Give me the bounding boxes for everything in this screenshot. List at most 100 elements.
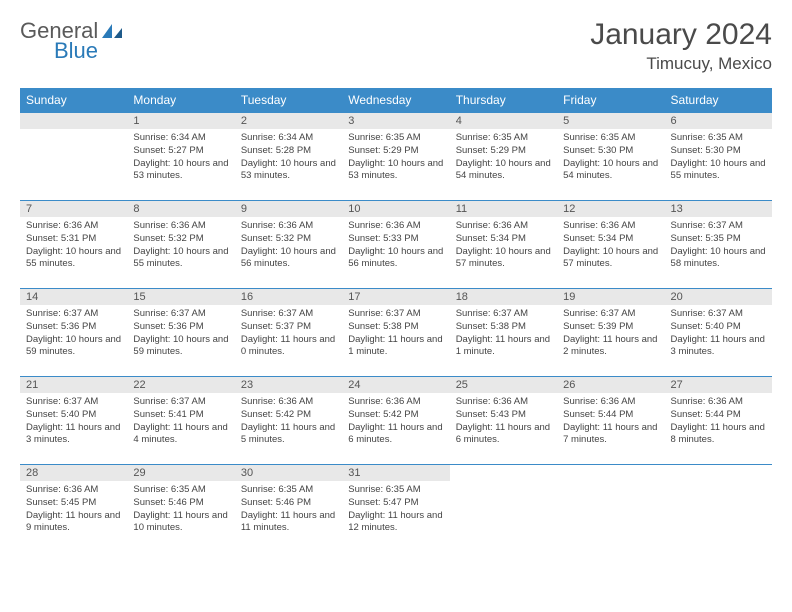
- day-body: Sunrise: 6:37 AMSunset: 5:37 PMDaylight:…: [235, 305, 342, 365]
- day-number: 16: [235, 289, 342, 305]
- day-number: 23: [235, 377, 342, 393]
- day-number: 18: [450, 289, 557, 305]
- day-body: Sunrise: 6:34 AMSunset: 5:27 PMDaylight:…: [127, 129, 234, 189]
- calendar-cell: 22Sunrise: 6:37 AMSunset: 5:41 PMDayligh…: [127, 377, 234, 465]
- calendar-cell: 15Sunrise: 6:37 AMSunset: 5:36 PMDayligh…: [127, 289, 234, 377]
- day-body: Sunrise: 6:36 AMSunset: 5:31 PMDaylight:…: [20, 217, 127, 277]
- day-number: 31: [342, 465, 449, 481]
- day-number: 27: [665, 377, 772, 393]
- calendar-row: 14Sunrise: 6:37 AMSunset: 5:36 PMDayligh…: [20, 289, 772, 377]
- day-number: 29: [127, 465, 234, 481]
- day-header: Thursday: [450, 88, 557, 113]
- day-body: Sunrise: 6:35 AMSunset: 5:30 PMDaylight:…: [665, 129, 772, 189]
- day-body: Sunrise: 6:36 AMSunset: 5:44 PMDaylight:…: [665, 393, 772, 453]
- calendar-row: 21Sunrise: 6:37 AMSunset: 5:40 PMDayligh…: [20, 377, 772, 465]
- day-body: Sunrise: 6:37 AMSunset: 5:38 PMDaylight:…: [342, 305, 449, 365]
- logo-text-blue: Blue: [54, 38, 124, 64]
- day-body: Sunrise: 6:37 AMSunset: 5:38 PMDaylight:…: [450, 305, 557, 365]
- calendar-cell: [557, 465, 664, 553]
- calendar-cell: 19Sunrise: 6:37 AMSunset: 5:39 PMDayligh…: [557, 289, 664, 377]
- day-of-week-row: SundayMondayTuesdayWednesdayThursdayFrid…: [20, 88, 772, 113]
- day-body: Sunrise: 6:36 AMSunset: 5:42 PMDaylight:…: [342, 393, 449, 453]
- day-number: 2: [235, 113, 342, 129]
- day-body: Sunrise: 6:35 AMSunset: 5:29 PMDaylight:…: [450, 129, 557, 189]
- day-body: Sunrise: 6:35 AMSunset: 5:46 PMDaylight:…: [127, 481, 234, 541]
- calendar-row: 28Sunrise: 6:36 AMSunset: 5:45 PMDayligh…: [20, 465, 772, 553]
- calendar-cell: 31Sunrise: 6:35 AMSunset: 5:47 PMDayligh…: [342, 465, 449, 553]
- calendar-body: 1Sunrise: 6:34 AMSunset: 5:27 PMDaylight…: [20, 113, 772, 553]
- day-body: Sunrise: 6:36 AMSunset: 5:34 PMDaylight:…: [557, 217, 664, 277]
- calendar-cell: [450, 465, 557, 553]
- calendar-table: SundayMondayTuesdayWednesdayThursdayFrid…: [20, 88, 772, 553]
- day-body: Sunrise: 6:37 AMSunset: 5:40 PMDaylight:…: [20, 393, 127, 453]
- location: Timucuy, Mexico: [590, 54, 772, 74]
- day-number: 15: [127, 289, 234, 305]
- day-body: Sunrise: 6:36 AMSunset: 5:34 PMDaylight:…: [450, 217, 557, 277]
- day-number: 9: [235, 201, 342, 217]
- calendar-cell: 17Sunrise: 6:37 AMSunset: 5:38 PMDayligh…: [342, 289, 449, 377]
- day-body: Sunrise: 6:36 AMSunset: 5:32 PMDaylight:…: [235, 217, 342, 277]
- day-body: Sunrise: 6:35 AMSunset: 5:29 PMDaylight:…: [342, 129, 449, 189]
- calendar-cell: 24Sunrise: 6:36 AMSunset: 5:42 PMDayligh…: [342, 377, 449, 465]
- day-body: Sunrise: 6:36 AMSunset: 5:32 PMDaylight:…: [127, 217, 234, 277]
- calendar-cell: 18Sunrise: 6:37 AMSunset: 5:38 PMDayligh…: [450, 289, 557, 377]
- day-number: 21: [20, 377, 127, 393]
- calendar-cell: 29Sunrise: 6:35 AMSunset: 5:46 PMDayligh…: [127, 465, 234, 553]
- day-number: 22: [127, 377, 234, 393]
- day-body: Sunrise: 6:36 AMSunset: 5:33 PMDaylight:…: [342, 217, 449, 277]
- day-header: Saturday: [665, 88, 772, 113]
- day-number: 6: [665, 113, 772, 129]
- calendar-cell: 1Sunrise: 6:34 AMSunset: 5:27 PMDaylight…: [127, 113, 234, 201]
- day-number: 28: [20, 465, 127, 481]
- title-block: January 2024 Timucuy, Mexico: [590, 18, 772, 74]
- day-body: Sunrise: 6:36 AMSunset: 5:43 PMDaylight:…: [450, 393, 557, 453]
- day-body: Sunrise: 6:36 AMSunset: 5:45 PMDaylight:…: [20, 481, 127, 541]
- calendar-cell: 14Sunrise: 6:37 AMSunset: 5:36 PMDayligh…: [20, 289, 127, 377]
- day-header: Sunday: [20, 88, 127, 113]
- day-body: Sunrise: 6:37 AMSunset: 5:36 PMDaylight:…: [127, 305, 234, 365]
- calendar-cell: 10Sunrise: 6:36 AMSunset: 5:33 PMDayligh…: [342, 201, 449, 289]
- day-body: Sunrise: 6:35 AMSunset: 5:46 PMDaylight:…: [235, 481, 342, 541]
- day-body: Sunrise: 6:37 AMSunset: 5:35 PMDaylight:…: [665, 217, 772, 277]
- day-number: 14: [20, 289, 127, 305]
- day-body: Sunrise: 6:36 AMSunset: 5:44 PMDaylight:…: [557, 393, 664, 453]
- month-title: January 2024: [590, 18, 772, 52]
- day-number: 20: [665, 289, 772, 305]
- calendar-row: 7Sunrise: 6:36 AMSunset: 5:31 PMDaylight…: [20, 201, 772, 289]
- day-number: 26: [557, 377, 664, 393]
- calendar-cell: [20, 113, 127, 201]
- day-header: Wednesday: [342, 88, 449, 113]
- calendar-cell: 16Sunrise: 6:37 AMSunset: 5:37 PMDayligh…: [235, 289, 342, 377]
- calendar-cell: 9Sunrise: 6:36 AMSunset: 5:32 PMDaylight…: [235, 201, 342, 289]
- day-body: Sunrise: 6:37 AMSunset: 5:40 PMDaylight:…: [665, 305, 772, 365]
- day-number: 1: [127, 113, 234, 129]
- logo: GeneralBlue: [20, 18, 124, 64]
- calendar-cell: 21Sunrise: 6:37 AMSunset: 5:40 PMDayligh…: [20, 377, 127, 465]
- day-number: 10: [342, 201, 449, 217]
- calendar-cell: 3Sunrise: 6:35 AMSunset: 5:29 PMDaylight…: [342, 113, 449, 201]
- day-number: 13: [665, 201, 772, 217]
- day-number: 5: [557, 113, 664, 129]
- day-number: 19: [557, 289, 664, 305]
- day-number: 4: [450, 113, 557, 129]
- calendar-cell: 11Sunrise: 6:36 AMSunset: 5:34 PMDayligh…: [450, 201, 557, 289]
- day-body: Sunrise: 6:37 AMSunset: 5:36 PMDaylight:…: [20, 305, 127, 365]
- day-body: Sunrise: 6:34 AMSunset: 5:28 PMDaylight:…: [235, 129, 342, 189]
- day-body: Sunrise: 6:37 AMSunset: 5:39 PMDaylight:…: [557, 305, 664, 365]
- calendar-cell: 6Sunrise: 6:35 AMSunset: 5:30 PMDaylight…: [665, 113, 772, 201]
- calendar-cell: 13Sunrise: 6:37 AMSunset: 5:35 PMDayligh…: [665, 201, 772, 289]
- day-header: Friday: [557, 88, 664, 113]
- calendar-cell: 28Sunrise: 6:36 AMSunset: 5:45 PMDayligh…: [20, 465, 127, 553]
- day-number: [20, 113, 127, 129]
- day-number: 25: [450, 377, 557, 393]
- calendar-cell: 5Sunrise: 6:35 AMSunset: 5:30 PMDaylight…: [557, 113, 664, 201]
- calendar-cell: 7Sunrise: 6:36 AMSunset: 5:31 PMDaylight…: [20, 201, 127, 289]
- calendar-cell: 12Sunrise: 6:36 AMSunset: 5:34 PMDayligh…: [557, 201, 664, 289]
- day-header: Tuesday: [235, 88, 342, 113]
- calendar-cell: [665, 465, 772, 553]
- calendar-cell: 23Sunrise: 6:36 AMSunset: 5:42 PMDayligh…: [235, 377, 342, 465]
- calendar-cell: 30Sunrise: 6:35 AMSunset: 5:46 PMDayligh…: [235, 465, 342, 553]
- calendar-cell: 4Sunrise: 6:35 AMSunset: 5:29 PMDaylight…: [450, 113, 557, 201]
- day-number: 30: [235, 465, 342, 481]
- calendar-row: 1Sunrise: 6:34 AMSunset: 5:27 PMDaylight…: [20, 113, 772, 201]
